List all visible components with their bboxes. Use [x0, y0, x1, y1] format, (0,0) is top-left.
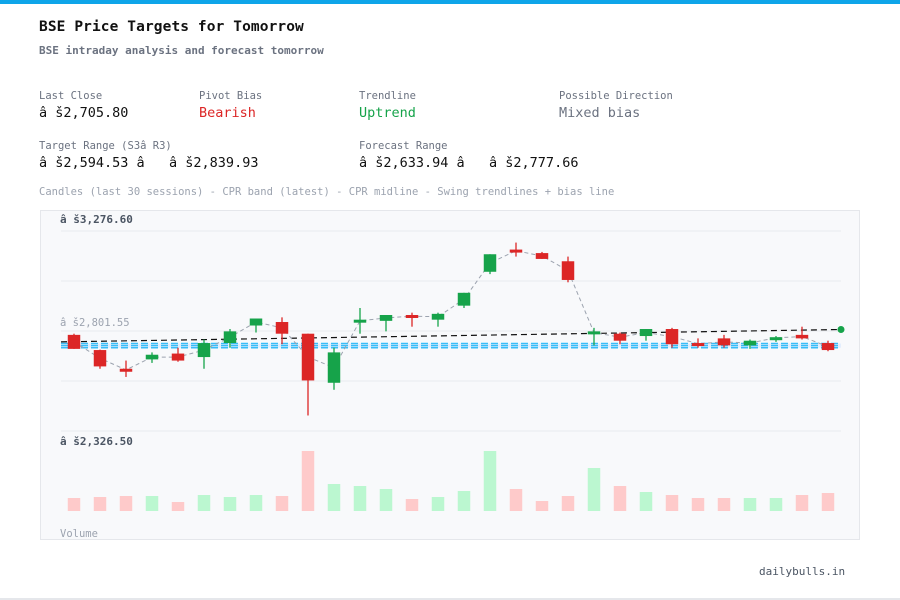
stat-label: Last Close: [39, 90, 103, 102]
stat-label: Possible Direction: [559, 90, 673, 102]
stat-label: Pivot Bias: [199, 90, 263, 102]
accent-bar: [0, 0, 900, 4]
bottom-divider: [0, 598, 900, 600]
stat-value: Mixed bias: [559, 105, 641, 121]
stat-label: Target Range (S3â R3): [39, 140, 172, 152]
page-subtitle: BSE intraday analysis and forecast tomor…: [39, 44, 324, 57]
svg-text:â š2,801.55: â š2,801.55: [60, 317, 130, 329]
stat-value: Uptrend: [359, 105, 416, 121]
stat-direction: Possible Direction Mixed bias: [559, 90, 673, 121]
price-chart: â š3,276.60 â š2,801.55 â š2,326.50 Volume: [40, 210, 860, 540]
stat-value: â š2,705.80: [39, 105, 129, 121]
chart-caption: Candles (last 30 sessions) - CPR band (l…: [39, 186, 615, 198]
stat-target-range: Target Range (S3â R3) â š2,594.53 â â š2…: [39, 140, 258, 171]
stat-last-close: Last Close â š2,705.80: [39, 90, 128, 121]
svg-text:Volume: Volume: [60, 528, 98, 540]
brand-footer: dailybulls.in: [759, 565, 846, 578]
stat-forecast-range: Forecast Range â š2,633.94 â â š2,777.66: [359, 140, 578, 171]
svg-text:â š2,326.50: â š2,326.50: [60, 435, 133, 448]
svg-text:â š3,276.60: â š3,276.60: [60, 213, 133, 226]
stat-pivot-bias: Pivot Bias Bearish: [199, 90, 262, 121]
candlestick-chart: â š3,276.60 â š2,801.55 â š2,326.50 Volume: [60, 213, 845, 540]
page-title: BSE Price Targets for Tomorrow: [39, 19, 304, 35]
stat-value: Bearish: [199, 105, 256, 121]
stat-label: Forecast Range: [359, 140, 448, 152]
stat-value: â š2,633.94 â â š2,777.66: [359, 155, 579, 171]
stat-value: â š2,594.53 â â š2,839.93: [39, 155, 259, 171]
stat-trendline: Trendline Uptrend: [359, 90, 416, 121]
stat-label: Trendline: [359, 90, 416, 102]
